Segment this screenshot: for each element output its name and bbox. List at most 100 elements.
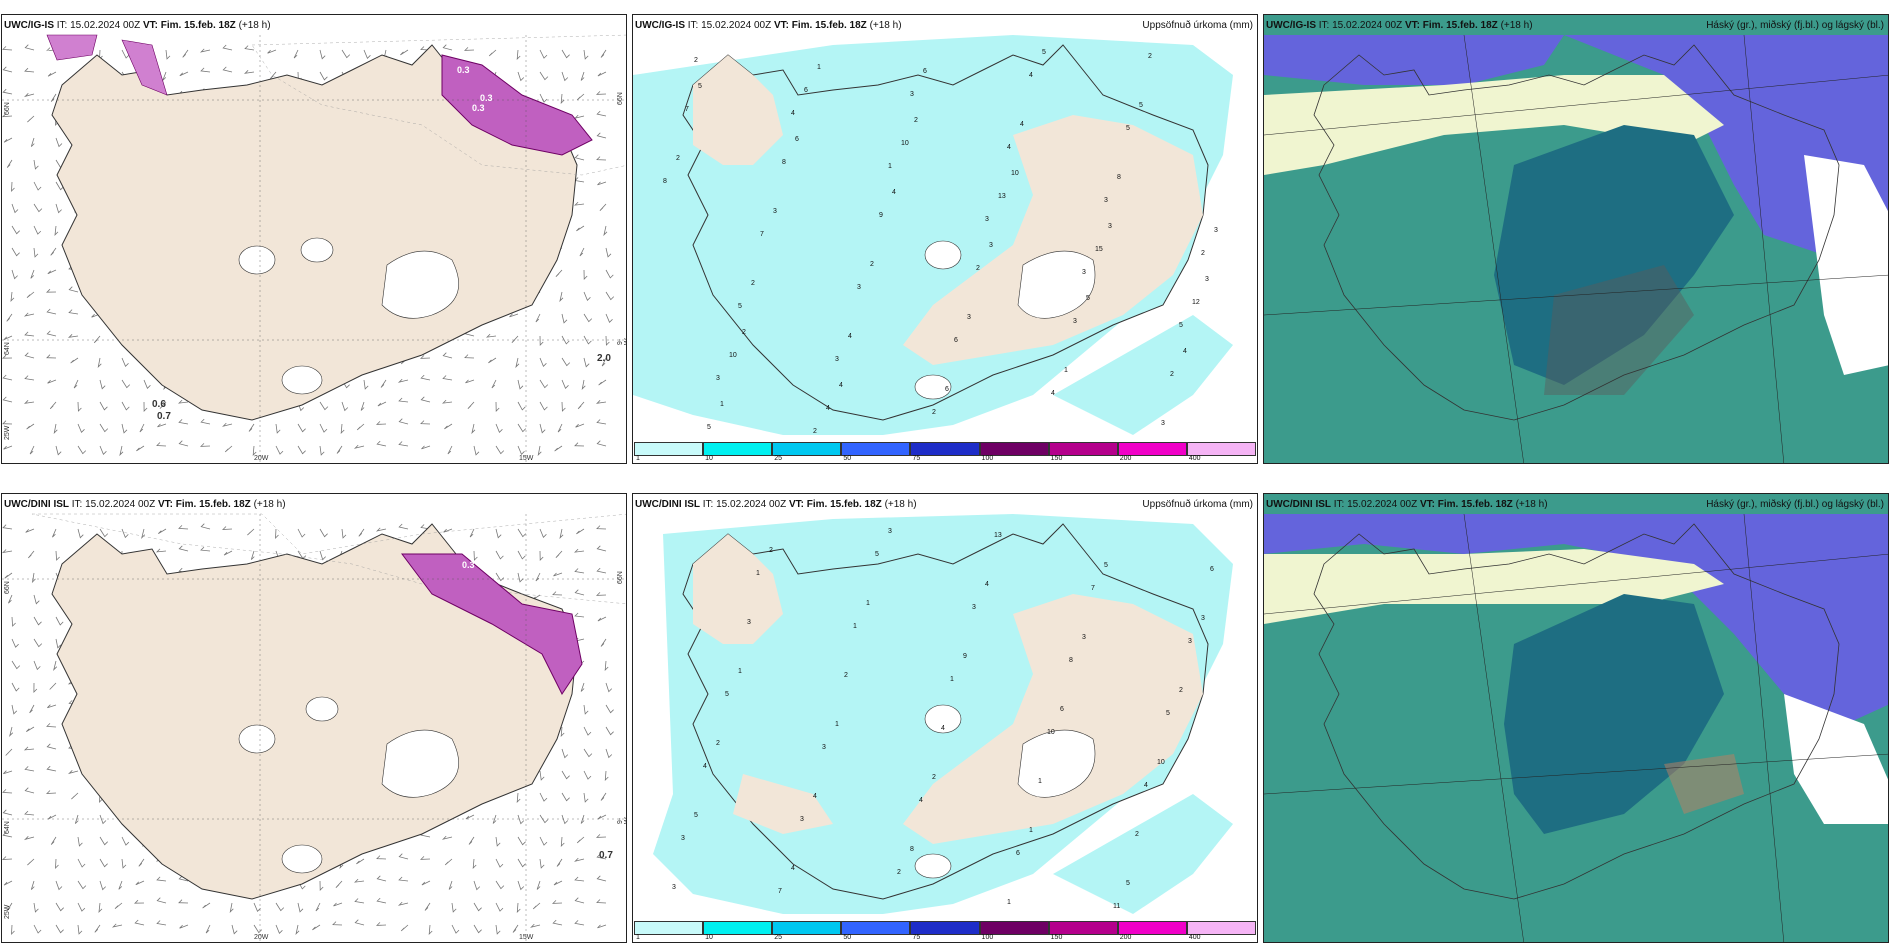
wind-barb: [10, 291, 15, 302]
wind-barb: [471, 423, 476, 435]
wind-barb: [517, 880, 525, 891]
wind-barb: [398, 441, 409, 447]
wind-barb: [33, 902, 39, 913]
wind-barb: [99, 528, 109, 538]
wind-barb: [46, 743, 57, 750]
wind-barb: [275, 423, 281, 434]
wind-barb: [451, 902, 457, 913]
wind-barb: [33, 682, 38, 693]
wind-barb: [114, 902, 123, 910]
wind-barb: [573, 201, 585, 206]
wind-barb: [539, 858, 545, 869]
wind-barb: [93, 335, 101, 344]
wind-barb: [319, 528, 328, 538]
wind-barb: [27, 115, 35, 123]
wind-barb: [600, 638, 607, 647]
wind-barb: [46, 288, 57, 293]
wind-barb: [605, 313, 613, 324]
panel-title: Uppsöfnuð úrkoma (mm): [1142, 20, 1253, 31]
precip-value: 1: [1064, 367, 1068, 374]
wind-barb: [601, 357, 607, 367]
precip-value: 1: [817, 64, 821, 71]
wind-barb: [33, 247, 39, 258]
wind-barb: [495, 572, 505, 582]
colorbar-label: 50: [843, 455, 852, 462]
precip-map: 1111043753854321373534611632412321961054…: [653, 514, 1233, 914]
wind-barb: [319, 71, 328, 81]
wind-barb: [516, 792, 521, 804]
wind-barb: [47, 379, 57, 384]
wind-barb: [165, 49, 171, 60]
wind-barb: [400, 49, 409, 56]
wind-barb: [2, 354, 13, 359]
wind-barb: [605, 704, 614, 714]
wind-barb: [179, 924, 189, 929]
wind-barb: [516, 49, 521, 61]
wind-barb: [539, 814, 549, 824]
wind-barb: [24, 766, 35, 772]
precip-value: 3: [972, 604, 976, 611]
wind-barb: [297, 423, 306, 433]
lat-label: 25W: [4, 904, 11, 919]
wind-barb: [162, 71, 167, 81]
precip-value: 7: [778, 888, 782, 895]
wind-barb: [495, 836, 501, 847]
lon-label: 15W: [519, 934, 534, 941]
precip-value: 5: [698, 83, 702, 90]
wind-barb: [2, 66, 13, 73]
hatch-region: [251, 34, 626, 176]
wind-barb: [574, 589, 585, 596]
wind-barb: [333, 902, 343, 907]
panel-dini-cloud: UWC/DINI ISL IT: 15.02.2024 00Z VT: Fim.…: [1263, 493, 1889, 943]
wind-barb: [68, 309, 79, 315]
wind-barb: [575, 423, 585, 428]
wind-barb: [33, 225, 42, 235]
wind-barb: [561, 313, 568, 324]
precip-value: 5: [1166, 710, 1170, 717]
wind-barb: [420, 374, 431, 381]
wind-barb: [596, 567, 607, 574]
map-annotation: 0.3: [462, 560, 475, 570]
wind-barb: [244, 45, 255, 51]
precip-value: 12: [1192, 299, 1200, 306]
wind-barb: [253, 924, 263, 934]
wind-barb: [495, 550, 504, 560]
wind-barb: [24, 810, 35, 816]
lat-label: 66N: [4, 102, 11, 115]
precip-value: 3: [1161, 420, 1165, 427]
colorbar-swatch: [910, 442, 980, 456]
precip-value: 3: [1082, 269, 1086, 276]
wind-barb: [297, 528, 306, 538]
wind-barb: [354, 898, 365, 904]
wind-barb: [495, 445, 505, 455]
wind-barb: [52, 528, 57, 538]
lat-label: 9-W: [617, 817, 626, 824]
precip-value: 5: [694, 812, 698, 819]
wind-barb: [515, 357, 520, 369]
precip-value: 10: [1011, 170, 1019, 177]
wind-barb: [576, 93, 585, 101]
wind-barb: [25, 528, 35, 533]
wind-barb: [598, 379, 607, 386]
wind-barb: [495, 528, 502, 539]
precip-value: 6: [923, 68, 927, 75]
wind-barb: [73, 379, 79, 389]
precip-value: 3: [967, 314, 971, 321]
wind-barb: [596, 853, 607, 860]
wind-barb: [363, 379, 369, 390]
wind-barb: [473, 550, 478, 561]
wind-barb: [574, 920, 585, 926]
wind-barb: [517, 71, 525, 82]
precip-value: 3: [681, 835, 685, 842]
wind-barb: [512, 924, 519, 933]
wind-barb: [495, 902, 504, 912]
wind-barb: [552, 591, 563, 596]
wind-barb: [353, 444, 365, 449]
colorbar-swatch: [703, 921, 773, 935]
precip-value: 2: [897, 869, 901, 876]
wind-barb: [121, 858, 127, 869]
precip-value: 2: [813, 428, 817, 435]
precip-value: 3: [888, 528, 892, 535]
colorbar-swatch: [1117, 921, 1187, 935]
precip-value: 4: [1007, 144, 1011, 151]
